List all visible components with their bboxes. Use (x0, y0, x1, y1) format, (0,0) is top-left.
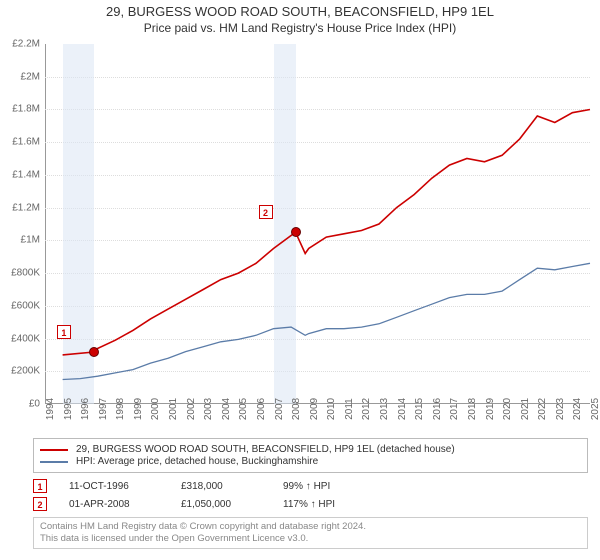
sale-pct: 117% ↑ HPI (283, 499, 335, 510)
y-tick-label: £1.4M (12, 169, 40, 180)
legend-box: 29, BURGESS WOOD ROAD SOUTH, BEACONSFIEL… (33, 438, 588, 473)
legend-swatch (40, 449, 68, 451)
marker-dot (291, 227, 301, 237)
sale-badge: 2 (33, 497, 47, 511)
sale-date: 01-APR-2008 (69, 499, 159, 510)
sale-price: £1,050,000 (181, 499, 261, 510)
title-line1: 29, BURGESS WOOD ROAD SOUTH, BEACONSFIEL… (0, 4, 600, 19)
title-line2: Price paid vs. HM Land Registry's House … (0, 21, 600, 35)
series-address (63, 110, 590, 355)
footer-line1: Contains HM Land Registry data © Crown c… (40, 521, 581, 533)
y-tick-label: £200K (11, 366, 40, 377)
footer-line2: This data is licensed under the Open Gov… (40, 533, 581, 545)
legend-swatch (40, 461, 68, 463)
legend-text: 29, BURGESS WOOD ROAD SOUTH, BEACONSFIEL… (76, 444, 455, 455)
y-tick-label: £600K (11, 300, 40, 311)
chart-title: 29, BURGESS WOOD ROAD SOUTH, BEACONSFIEL… (0, 0, 600, 35)
plot-region: £0£200K£400K£600K£800K£1M£1.2M£1.4M£1.6M… (45, 44, 590, 404)
y-tick-label: £400K (11, 333, 40, 344)
sale-row: 2 01-APR-2008 £1,050,000 117% ↑ HPI (33, 497, 588, 511)
y-tick-label: £1.2M (12, 202, 40, 213)
y-tick-label: £800K (11, 268, 40, 279)
marker-dot (89, 347, 99, 357)
y-tick-label: £0 (29, 399, 40, 410)
y-tick-label: £1.6M (12, 137, 40, 148)
sale-price: £318,000 (181, 481, 261, 492)
legend-text: HPI: Average price, detached house, Buck… (76, 456, 318, 467)
chart-area: £0£200K£400K£600K£800K£1M£1.2M£1.4M£1.6M… (45, 44, 590, 404)
series-svg (45, 44, 590, 404)
legend-row: HPI: Average price, detached house, Buck… (40, 456, 581, 467)
sale-pct: 99% ↑ HPI (283, 481, 330, 492)
y-tick-label: £2M (21, 71, 40, 82)
sale-date: 11-OCT-1996 (69, 481, 159, 492)
sale-row: 1 11-OCT-1996 £318,000 99% ↑ HPI (33, 479, 588, 493)
series-hpi (63, 263, 590, 379)
legend-area: 29, BURGESS WOOD ROAD SOUTH, BEACONSFIEL… (33, 438, 588, 549)
x-tick-label: 2025 (590, 398, 600, 420)
legend-row: 29, BURGESS WOOD ROAD SOUTH, BEACONSFIEL… (40, 444, 581, 455)
y-tick-label: £1.8M (12, 104, 40, 115)
sales-table: 1 11-OCT-1996 £318,000 99% ↑ HPI 2 01-AP… (33, 479, 588, 511)
y-tick-label: £2.2M (12, 39, 40, 50)
marker-badge: 2 (259, 205, 273, 219)
y-tick-label: £1M (21, 235, 40, 246)
marker-badge: 1 (57, 325, 71, 339)
sale-badge: 1 (33, 479, 47, 493)
footer-box: Contains HM Land Registry data © Crown c… (33, 517, 588, 549)
